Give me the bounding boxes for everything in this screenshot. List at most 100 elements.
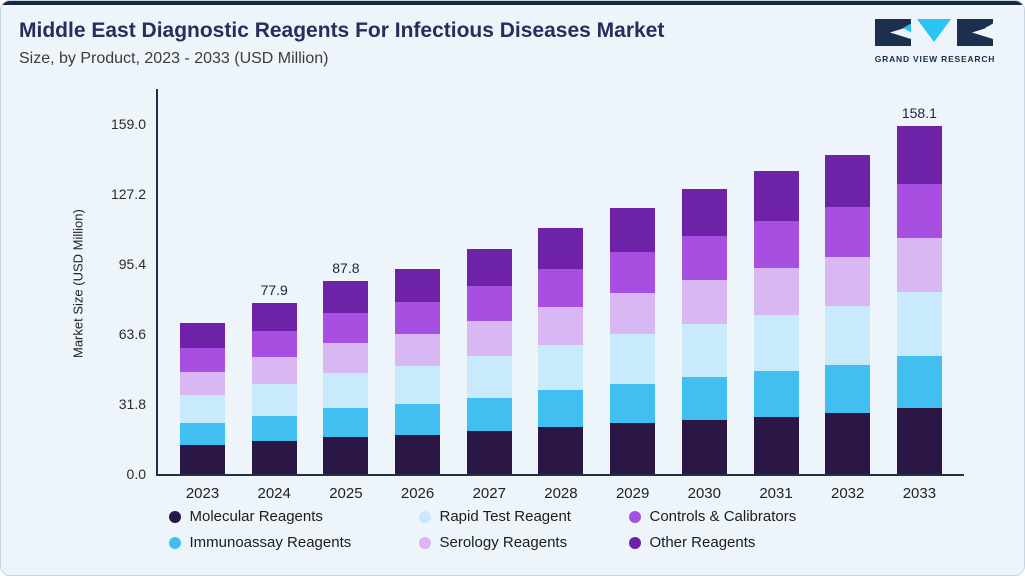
page-subtitle: Size, by Product, 2023 - 2033 (USD Milli…	[19, 50, 329, 68]
x-tick-label: 2026	[400, 485, 435, 502]
bar-segment-rapid-test-reagent	[753, 315, 799, 372]
bar-segment-serology-reagents	[466, 321, 512, 357]
bar-segment-rapid-test-reagent	[681, 324, 727, 377]
bar-segment-serology-reagents	[538, 306, 584, 345]
bar-segment-controls-calibrators	[395, 302, 441, 335]
bar-segment-rapid-test-reagent	[466, 356, 512, 398]
bar-stack	[610, 208, 656, 474]
bar-column-2033: 158.1 2033	[896, 105, 942, 502]
bar-segment-molecular-reagents	[896, 408, 942, 474]
bar-segment-molecular-reagents	[180, 445, 225, 474]
bar-stack	[180, 323, 225, 474]
bar-segment-other-reagents	[610, 208, 656, 253]
plot-area: 2023 77.9 2024 87.8 2025 2026 2027 2028 2029 2030…	[111, 89, 964, 502]
bar-segment-molecular-reagents	[395, 435, 441, 474]
bar-segment-molecular-reagents	[251, 441, 297, 474]
bar-segment-other-reagents	[896, 126, 942, 184]
bar-segment-rapid-test-reagent	[610, 334, 656, 384]
bar-column-2024: 77.9 2024	[251, 282, 297, 502]
bar-segment-rapid-test-reagent	[896, 291, 942, 356]
logo-text: GRAND VIEW RESEARCH	[874, 54, 996, 64]
x-tick-label: 2031	[759, 485, 793, 502]
bar-segment-immunoassay-reagents	[896, 355, 942, 408]
bar-segment-other-reagents	[466, 248, 512, 287]
bar-column-2031: 2031	[753, 171, 799, 502]
bar-segment-controls-calibrators	[753, 221, 799, 269]
bar-segment-serology-reagents	[610, 293, 656, 335]
bar-segment-molecular-reagents	[466, 431, 512, 474]
bar-segment-immunoassay-reagents	[825, 365, 871, 414]
legend-swatch-icon	[628, 510, 641, 523]
bar-segment-other-reagents	[180, 323, 225, 349]
bar-segment-molecular-reagents	[538, 427, 584, 474]
legend-item-serology-reagents: Serology Reagents	[418, 534, 629, 551]
bar-segment-controls-calibrators	[825, 207, 871, 257]
legend-item-rapid-test-reagent: Rapid Test Reagent	[418, 508, 629, 525]
legend-label: Controls & Calibrators	[649, 508, 797, 525]
bar-column-2027: 2027	[466, 248, 512, 502]
bar-segment-serology-reagents	[825, 256, 871, 307]
bar-segment-serology-reagents	[251, 357, 297, 385]
legend-swatch-icon	[168, 510, 181, 523]
bar-segment-serology-reagents	[323, 342, 369, 373]
bar-segment-rapid-test-reagent	[323, 372, 369, 409]
x-tick-label: 2030	[687, 485, 721, 502]
bar-segment-molecular-reagents	[825, 413, 871, 474]
bar-column-2026: 2026	[395, 268, 441, 502]
y-tick-label: 159.0	[110, 116, 146, 133]
bar-column-2029: 2029	[610, 208, 656, 502]
bar-total-label: 87.8	[332, 260, 360, 277]
bar-segment-other-reagents	[251, 302, 297, 331]
bar-segment-serology-reagents	[180, 371, 225, 395]
x-tick-label: 2029	[615, 485, 650, 502]
bar-segment-molecular-reagents	[753, 416, 799, 474]
bar-segment-serology-reagents	[896, 237, 942, 292]
legend-swatch-icon	[628, 536, 641, 549]
gvr-logo-mark-icon	[875, 19, 995, 50]
legend-item-other-reagents: Other Reagents	[628, 534, 857, 551]
bar-column-2025: 87.8 2025	[323, 260, 369, 502]
bar-stack	[251, 302, 297, 474]
y-tick-label: 63.6	[118, 326, 146, 343]
bar-segment-controls-calibrators	[251, 330, 297, 358]
bar-segment-rapid-test-reagent	[825, 306, 871, 366]
bar-segment-immunoassay-reagents	[251, 415, 297, 442]
bar-segment-immunoassay-reagents	[610, 383, 656, 424]
bar-column-2030: 2030	[681, 188, 727, 502]
bars-area: 2023 77.9 2024 87.8 2025 2026 2027 2028 2029 2030…	[158, 89, 964, 502]
bar-segment-molecular-reagents	[610, 423, 656, 474]
bar-segment-rapid-test-reagent	[538, 344, 584, 391]
bar-total-label: 158.1	[901, 105, 937, 122]
bar-segment-other-reagents	[681, 188, 727, 236]
bar-segment-immunoassay-reagents	[395, 404, 441, 436]
bar-stack	[825, 154, 871, 474]
bar-stack	[681, 188, 727, 474]
bar-segment-immunoassay-reagents	[180, 422, 225, 446]
top-accent-bar	[1, 1, 1024, 5]
bar-segment-other-reagents	[538, 228, 584, 269]
x-tick-label: 2024	[257, 485, 291, 502]
bar-segment-immunoassay-reagents	[753, 371, 799, 417]
legend-item-molecular-reagents: Molecular Reagents	[168, 508, 419, 525]
legend-swatch-icon	[418, 510, 431, 523]
bar-segment-molecular-reagents	[323, 437, 369, 474]
x-tick-label: 2025	[329, 485, 363, 502]
bar-segment-immunoassay-reagents	[466, 397, 512, 432]
x-tick-label: 2028	[544, 485, 578, 502]
legend: Molecular Reagents Rapid Test Reagent Cont…	[1, 508, 1024, 551]
legend-label: Serology Reagents	[439, 534, 568, 551]
title-block: Middle East Diagnostic Reagents For Infe…	[19, 19, 664, 68]
bar-segment-immunoassay-reagents	[681, 376, 727, 420]
gvr-logo: GRAND VIEW RESEARCH	[862, 19, 1008, 64]
legend-label: Molecular Reagents	[189, 508, 323, 525]
bar-column-2023: 2023	[180, 323, 225, 502]
x-tick-label: 2023	[185, 485, 220, 502]
x-tick-label: 2027	[472, 485, 506, 502]
bar-segment-rapid-test-reagent	[180, 394, 225, 423]
legend-label: Immunoassay Reagents	[189, 534, 352, 551]
bar-segment-serology-reagents	[395, 334, 441, 367]
x-tick-label: 2032	[831, 485, 865, 502]
bar-segment-other-reagents	[395, 268, 441, 303]
bar-stack	[896, 126, 942, 474]
